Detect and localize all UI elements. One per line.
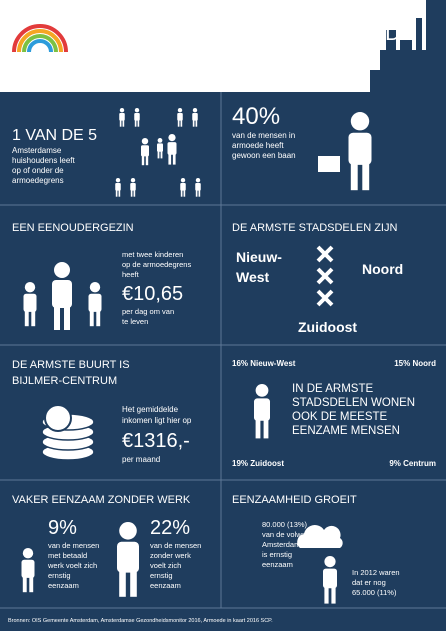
stat-text: eenzaam	[48, 581, 79, 590]
stat-text: van de volwassen	[262, 530, 322, 539]
body-bg	[0, 92, 446, 631]
stat-text: eenzaam	[150, 581, 181, 590]
person-icon	[180, 178, 186, 197]
cross-icon	[316, 245, 334, 263]
logo	[12, 24, 68, 53]
section-heading: VAKER EENZAAM ZONDER WERK	[12, 494, 191, 506]
stat-text: 65.000 (11%)	[352, 588, 397, 597]
stat-text: per maand	[122, 455, 160, 464]
coin-icon	[44, 404, 72, 432]
person-icon	[88, 282, 102, 327]
stat-text: In 2012 waren	[352, 568, 400, 577]
corner-stat: 15% Noord	[394, 359, 436, 368]
stat-text: eenzaam	[262, 560, 293, 569]
cloud-icon	[297, 525, 343, 548]
stat-text: zonder werk	[150, 551, 191, 560]
stat-text: armoedegrens	[12, 176, 64, 185]
logo-text: GROEP	[10, 68, 37, 77]
logo-text: DE REGENBOOG	[10, 59, 72, 68]
stat-text: van de mensen	[150, 541, 201, 550]
footer-sources: Bronnen: OIS Gemeente Amsterdam, Amsterd…	[8, 618, 273, 624]
stat-text: STADSDELEN WONEN	[292, 397, 415, 409]
district-label: Nieuw-	[236, 249, 282, 265]
stat-big: 1 VAN DE 5	[12, 127, 97, 144]
stat-big: 40%	[232, 103, 280, 130]
stat-text: gewoon een baan	[232, 151, 296, 160]
stat-text: 80.000 (13%)	[262, 520, 308, 529]
person-icon	[134, 108, 140, 127]
person-icon	[177, 108, 183, 127]
person-icon	[323, 556, 337, 604]
stat-text: inkomen ligt hier op	[122, 416, 192, 425]
person-icon	[130, 178, 136, 197]
stat-text: met twee kinderen	[122, 250, 183, 259]
stat-text: met betaald	[48, 551, 87, 560]
stat-text: armoede heeft	[232, 141, 284, 150]
stat-text: op de armoedegrens	[122, 260, 191, 269]
person-icon	[23, 282, 37, 327]
stat-text: EENZAME MENSEN	[292, 425, 400, 437]
stat-text: Het gemiddelde	[122, 405, 179, 414]
person-icon	[21, 548, 35, 593]
stat-text: Amsterdammers	[262, 540, 317, 549]
stat-big: 22%	[150, 517, 190, 539]
section-heading: DE ARMSTE STADSDELEN ZIJN	[232, 222, 397, 234]
stat-text: dat er nog	[352, 578, 386, 587]
stat-text: werk voelt zich	[47, 561, 97, 570]
person-icon	[52, 262, 72, 330]
stat-text: huishoudens leeft	[12, 156, 75, 165]
dividers	[0, 92, 446, 609]
stat-text: per dag om van	[122, 307, 174, 316]
person-icon	[192, 108, 198, 127]
district-label: Noord	[362, 261, 403, 277]
person-icon	[195, 178, 201, 197]
section-heading: BIJLMER-CENTRUM	[12, 375, 117, 387]
page-title: ARMOEDE EN EENZAAMHEID	[88, 20, 401, 45]
person-icon	[141, 138, 149, 166]
stat-text: IN DE ARMSTE	[292, 383, 373, 395]
section-heading: EENZAAMHEID GROEIT	[232, 494, 357, 506]
stat-text: ernstig	[48, 571, 71, 580]
stat-big: €1316,-	[122, 430, 190, 452]
stat-text: OOK DE MEESTE	[292, 411, 388, 423]
corner-stat: 19% Zuidoost	[232, 459, 284, 468]
person-icon	[119, 108, 125, 127]
corner-stat: 16% Nieuw-West	[232, 359, 296, 368]
cross-icon	[316, 267, 334, 285]
person-icon	[157, 138, 163, 159]
stat-text: Amsterdamse	[12, 146, 62, 155]
briefcase-icon	[318, 156, 340, 172]
stat-text: op of onder de	[12, 166, 64, 175]
stat-text: ernstig	[150, 571, 173, 580]
corner-stat: 9% Centrum	[389, 459, 436, 468]
page-title: IN AMSTERDAM	[88, 48, 255, 73]
person-icon	[167, 134, 177, 165]
stat-text: van de mensen in	[232, 131, 295, 140]
district-label: Zuidoost	[298, 319, 357, 335]
stat-text: te leven	[122, 317, 148, 326]
skyline	[370, 0, 446, 92]
stat-text: heeft	[122, 270, 140, 279]
district-label: West	[236, 269, 270, 285]
stat-big: €10,65	[122, 283, 183, 305]
person-icon	[254, 384, 270, 439]
section-heading: EEN EENOUDERGEZIN	[12, 222, 134, 234]
person-icon	[115, 178, 121, 197]
person-icon	[348, 112, 372, 191]
stat-text: voelt zich	[150, 561, 181, 570]
cross-icon	[316, 289, 334, 307]
stat-big: 9%	[48, 517, 77, 539]
stat-text: is ernstig	[262, 550, 292, 559]
section-heading: DE ARMSTE BUURT IS	[12, 359, 130, 371]
person-icon	[117, 522, 139, 597]
stat-text: van de mensen	[48, 541, 99, 550]
